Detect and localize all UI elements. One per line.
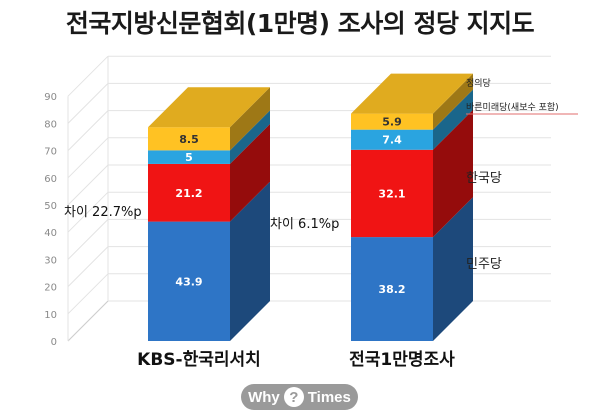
logo-text-right: Times <box>307 388 351 406</box>
bar-segment <box>148 150 230 164</box>
bar-side <box>230 110 270 164</box>
bar-segment <box>148 127 230 151</box>
bar-side <box>433 109 473 238</box>
y-tick-label: 40 <box>44 228 57 239</box>
series-label: 바른미래당(새보수 포함) <box>466 102 559 113</box>
bar-segment <box>351 113 433 130</box>
difference-annotation: 차이 6.1%p <box>270 217 339 232</box>
y-tick-label: 20 <box>44 283 57 294</box>
bar-segment <box>148 221 230 341</box>
gridline-side <box>67 273 109 315</box>
data-label: 38.2 <box>378 283 405 296</box>
bar-side <box>433 73 473 130</box>
bar-segment <box>351 129 433 150</box>
bar-segment <box>351 237 433 341</box>
gridline-side <box>67 137 109 179</box>
y-tick-label: 60 <box>44 174 57 185</box>
question-mark-icon: ? <box>283 387 304 407</box>
data-label: 5 <box>185 151 193 164</box>
gridline-side <box>67 164 109 206</box>
bar-top <box>351 73 473 114</box>
category-label: 전국1만명조사 <box>349 350 455 370</box>
series-label: 정의당 <box>466 78 491 89</box>
y-tick-label: 80 <box>44 119 57 130</box>
y-tick-label: 30 <box>44 255 57 266</box>
y-tick-label: 90 <box>44 92 57 103</box>
whytimes-logo: Why ? Times <box>241 384 358 410</box>
y-tick-label: 50 <box>44 201 57 212</box>
bar-side <box>433 197 473 341</box>
bar-segment <box>148 163 230 222</box>
gridline-side <box>67 246 109 287</box>
data-label: 8.5 <box>179 133 199 146</box>
data-label: 7.4 <box>382 134 402 147</box>
gridline-side <box>67 191 109 233</box>
bar-segment <box>351 149 433 238</box>
gridline-side <box>67 55 109 97</box>
chart-title: 전국지방신문협회(1만명) 조사의 정당 지지도 <box>65 9 535 38</box>
logo-text-left: Why <box>248 388 280 406</box>
series-label: 한국당 <box>466 171 502 186</box>
gridline-side <box>67 83 109 124</box>
bar-side <box>230 123 270 222</box>
data-label: 21.2 <box>175 187 202 200</box>
bar-side <box>230 87 270 151</box>
axis-floor-edge <box>67 300 109 342</box>
bar-top <box>148 87 270 128</box>
gridline-side <box>67 219 109 260</box>
y-tick-label: 10 <box>44 310 57 321</box>
gridline-side <box>67 110 109 151</box>
y-tick-label: 0 <box>51 337 57 348</box>
data-label: 5.9 <box>382 116 402 129</box>
bar-side <box>230 181 270 341</box>
data-label: 43.9 <box>175 275 202 288</box>
series-label: 민주당 <box>466 257 502 272</box>
y-tick-label: 70 <box>44 147 57 158</box>
difference-annotation: 차이 22.7%p <box>64 205 142 220</box>
category-label: KBS-한국리서치 <box>137 350 261 370</box>
data-label: 32.1 <box>378 187 405 200</box>
bar-side <box>433 89 473 150</box>
